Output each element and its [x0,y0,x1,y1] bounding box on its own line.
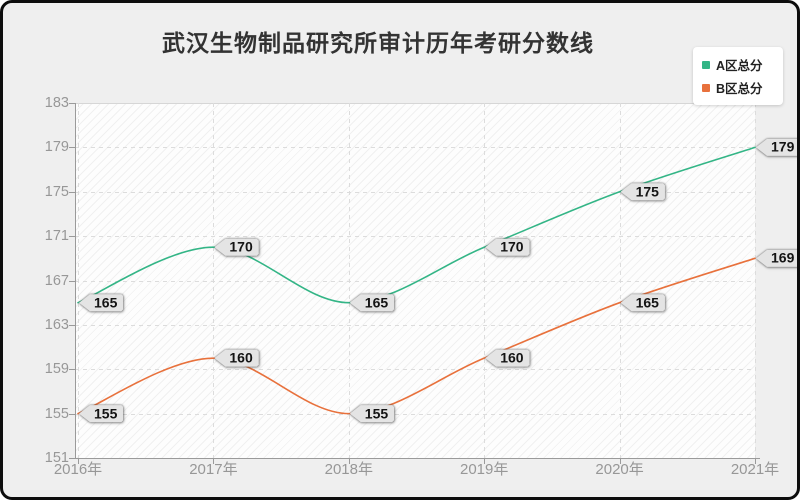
data-point-label: 155 [350,404,394,423]
legend-item-b[interactable]: B区总分 [693,76,783,99]
data-point-label-text: 175 [621,182,665,201]
data-point-label-text: 170 [214,238,258,257]
data-point-label: 165 [621,293,665,312]
data-point-label-text: 169 [756,249,800,268]
x-tick-label: 2018年 [324,461,373,478]
x-tick-label: 2021年 [730,461,780,478]
legend-label: B区总分 [716,82,763,96]
data-point-label-text: 165 [79,293,123,312]
y-tick-label: 167 [44,272,69,289]
chart-title: 武汉生物制品研究所审计历年考研分数线 [162,30,594,56]
y-tick-label: 159 [44,361,69,378]
chart-canvas [69,103,760,464]
legend-marker-icon [702,60,710,69]
x-tick-label: 2017年 [189,461,238,478]
legend: A区总分 B区总分 [693,47,783,105]
y-tick-label: 183 [44,95,69,111]
data-point-label-text: 155 [350,404,394,423]
data-point-label-text: 165 [350,293,394,312]
y-tick-label: 179 [44,139,69,156]
data-point-label: 165 [350,293,394,312]
legend-label: A区总分 [716,59,763,73]
data-point-label-text: 155 [79,404,123,423]
x-tick-label: 2020年 [595,461,644,478]
series-line-a [77,146,756,304]
legend-marker-icon [702,83,710,92]
legend-item-a[interactable]: A区总分 [693,53,783,76]
data-point-label: 165 [79,293,123,312]
y-tick-label: 171 [44,228,69,245]
x-tick-label: 2019年 [460,461,509,478]
data-point-label-text: 160 [214,349,258,368]
data-point-label: 179 [756,138,800,157]
data-point-label-text: 170 [485,238,529,257]
data-point-label-text: 160 [485,349,529,368]
data-point-label-text: 165 [621,293,665,312]
data-point-label: 169 [756,249,800,268]
y-tick-label: 155 [44,405,69,422]
data-point-label: 160 [485,349,529,368]
y-tick-label: 175 [44,183,69,200]
plot-area [75,103,755,458]
x-tick-label: 2016年 [53,461,103,478]
data-point-label: 155 [79,404,123,423]
data-point-label-text: 179 [756,138,800,157]
data-point-label: 170 [214,238,258,257]
data-point-label: 170 [485,238,529,257]
data-point-label: 175 [621,182,665,201]
y-tick-label: 151 [44,450,69,466]
y-tick-label: 163 [44,316,69,333]
data-point-label: 160 [214,349,258,368]
